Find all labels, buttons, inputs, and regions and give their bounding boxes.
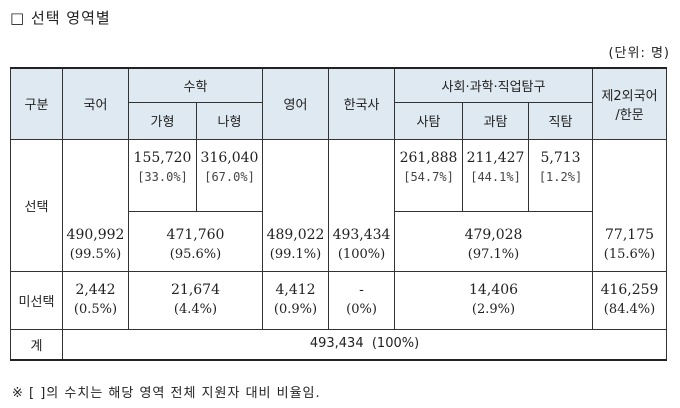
selected-math-total: 471,760 (95.6%) (127, 211, 264, 272)
row-label-unselected: 미선택 (10, 270, 63, 330)
unselected-korean-pct: (0.5%) (73, 302, 118, 317)
selection-table: 구분 국어 수학 영어 한국사 사회·과학·직업탐구 제2외국어 /한문 가형 … (10, 67, 668, 361)
unselected-math: 21,674 (4.4%) (127, 270, 264, 330)
unselected-english-count: 4,412 (275, 282, 316, 298)
unselected-row: 미선택 2,442 (0.5%) 21,674 (4.4%) 4,412 (0.… (10, 270, 668, 330)
unselected-inquiry-pct: (2.9%) (471, 302, 516, 317)
selected-foreign-pct: (15.6%) (603, 246, 656, 262)
header-foreign-line1: 제2외국어 (601, 88, 658, 104)
header-english: 영어 (262, 67, 330, 140)
selected-math-ga-count: 155,720 (133, 149, 192, 166)
selected-korean-pct: (99.5%) (69, 246, 122, 262)
selected-total-row: 471,760 (95.6%) 479,028 (97.1%) (11, 211, 667, 272)
selected-math-na: 316,040 [67.0%] (195, 138, 264, 212)
selected-inquiry-total: 479,028 (97.1%) (394, 211, 594, 272)
header-inquiry-social: 사탐 (394, 101, 464, 140)
header-math: 수학 (127, 67, 264, 103)
header-foreign: 제2외국어 /한문 (592, 67, 668, 140)
selected-inquiry-job-ratio: [1.2%] (538, 169, 583, 184)
header-row-1: 구분 국어 수학 영어 한국사 사회·과학·직업탐구 제2외국어 /한문 (10, 67, 668, 140)
unselected-korean-history-count: - (359, 282, 364, 298)
header-korean: 국어 (62, 67, 129, 140)
unselected-math-count: 21,674 (171, 282, 220, 298)
selected-inquiry-science-count: 211,427 (466, 149, 525, 166)
selected-inquiry-social: 261,888 [54.7%] (394, 138, 464, 212)
header-inquiry-job: 직탐 (528, 101, 594, 140)
unselected-inquiry: 14,406 (2.9%) (394, 270, 594, 330)
unselected-korean-history-pct: (0%) (346, 302, 377, 317)
selected-english-count: 489,022 (266, 226, 325, 243)
unselected-inquiry-count: 14,406 (469, 282, 519, 298)
row-label-selected: 선택 (10, 138, 63, 272)
selected-sub-row: 선택 490,992 (99.5%) 155,720 [33.0%] 316,0… (10, 138, 668, 272)
header-inquiry: 사회·과학·직업탐구 (394, 67, 594, 103)
row-label-total: 계 (10, 328, 63, 361)
unselected-foreign-pct: (84.4%) (603, 302, 656, 317)
selected-korean-history-count: 493,434 (332, 226, 391, 243)
total-row: 계 493,434 (100%) (10, 328, 668, 361)
selected-foreign-count: 77,175 (605, 226, 655, 243)
header-inquiry-science: 과탐 (462, 101, 530, 140)
selected-korean-count: 490,992 (66, 226, 125, 243)
selected-inquiry-social-count: 261,888 (399, 149, 458, 166)
header-math-ga: 가형 (128, 101, 197, 140)
selected-inquiry-job-count: 5,713 (540, 149, 581, 166)
selected-inquiry-job: 5,713 [1.2%] (528, 138, 594, 212)
unselected-korean: 2,442 (0.5%) (62, 270, 129, 330)
unselected-foreign: 416,259 (84.4%) (592, 270, 668, 330)
selected-math-total-count: 471,760 (166, 226, 225, 243)
selected-korean: 490,992 (99.5%) (62, 138, 129, 272)
selected-inquiry-social-ratio: [54.7%] (403, 169, 454, 184)
unit-label: (단위: 명) (608, 46, 670, 61)
selected-math-ga-ratio: [33.0%] (137, 169, 188, 184)
unselected-math-pct: (4.4%) (173, 302, 218, 317)
unselected-english: 4,412 (0.9%) (262, 270, 330, 330)
unselected-english-pct: (0.9%) (273, 302, 318, 317)
selected-math-ga: 155,720 [33.0%] (128, 138, 197, 212)
selected-math-na-ratio: [67.0%] (204, 169, 255, 184)
header-korean-history: 한국사 (328, 67, 396, 140)
header-math-na: 나형 (195, 101, 264, 140)
unselected-korean-count: 2,442 (75, 282, 116, 298)
header-row-2: 가형 나형 사탐 과탐 직탐 (11, 101, 667, 140)
unselected-korean-history: - (0%) (328, 270, 396, 330)
selected-math-na-count: 316,040 (200, 149, 259, 166)
header-foreign-line2: /한문 (615, 107, 644, 123)
selected-english-pct: (99.1%) (269, 246, 322, 262)
footnote: ※ [ ]의 수치는 해당 영역 전체 지원자 대비 비율임. (12, 386, 321, 401)
selected-inquiry-science-ratio: [44.1%] (470, 169, 521, 184)
unselected-foreign-count: 416,259 (600, 282, 659, 298)
selected-foreign: 77,175 (15.6%) (592, 138, 668, 272)
section-title: □ 선택 영역별 (10, 9, 111, 27)
selected-korean-history: 493,434 (100%) (328, 138, 396, 272)
selected-inquiry-total-count: 479,028 (464, 226, 523, 243)
selected-english: 489,022 (99.1%) (262, 138, 330, 272)
selected-inquiry-total-pct: (97.1%) (467, 246, 520, 262)
header-category: 구분 (10, 67, 63, 140)
selected-math-total-pct: (95.6%) (169, 246, 222, 262)
selected-korean-history-pct: (100%) (337, 246, 386, 262)
selected-inquiry-science: 211,427 [44.1%] (462, 138, 530, 212)
total-value: 493,434 (100%) (61, 328, 668, 361)
